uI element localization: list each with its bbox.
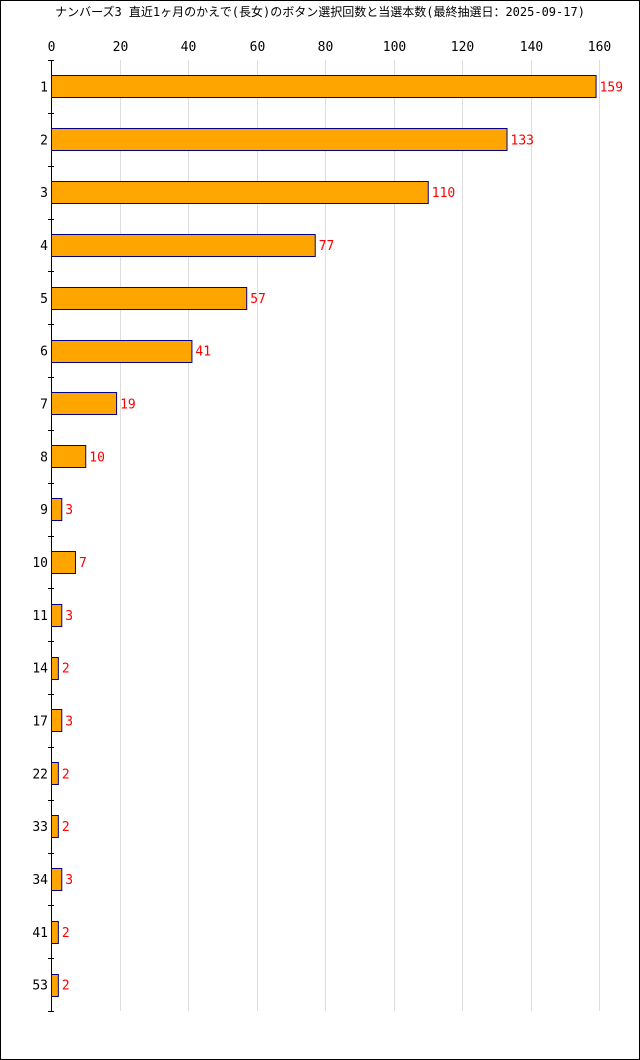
value-label: 19: [120, 397, 136, 412]
bar: [51, 340, 193, 363]
x-tick-label: 140: [520, 40, 543, 55]
x-tick-label: 60: [250, 40, 266, 55]
value-label: 41: [195, 345, 211, 360]
category-label: 7: [40, 397, 48, 412]
bar: [51, 921, 59, 944]
bar: [51, 498, 63, 521]
x-tick-label: 120: [451, 40, 474, 55]
value-label: 2: [62, 662, 70, 677]
bar: [51, 287, 248, 310]
category-label: 41: [32, 926, 48, 941]
x-tick-label: 0: [48, 40, 56, 55]
value-label: 2: [62, 926, 70, 941]
category-label: 5: [40, 292, 48, 307]
x-tick-label: 80: [318, 40, 334, 55]
bar: [51, 75, 597, 98]
category-label: 10: [32, 556, 48, 571]
category-label: 8: [40, 450, 48, 465]
category-label: 3: [40, 186, 48, 201]
category-label: 2: [40, 133, 48, 148]
bar: [51, 551, 76, 574]
bar: [51, 657, 59, 680]
category-label: 22: [32, 767, 48, 782]
bar: [51, 128, 508, 151]
x-tick-label: 40: [181, 40, 197, 55]
category-label: 34: [32, 873, 48, 888]
value-label: 3: [65, 609, 73, 624]
category-label: 4: [40, 239, 48, 254]
value-label: 133: [511, 133, 534, 148]
value-label: 3: [65, 503, 73, 518]
value-label: 57: [250, 292, 266, 307]
x-tick-label: 20: [113, 40, 129, 55]
bar: [51, 181, 429, 204]
x-tick-label: 100: [383, 40, 406, 55]
bar: [51, 974, 59, 997]
bar: [51, 445, 87, 468]
category-label: 33: [32, 820, 48, 835]
value-label: 77: [319, 239, 335, 254]
category-label: 53: [32, 979, 48, 994]
value-label: 2: [62, 979, 70, 994]
category-label: 14: [32, 662, 48, 677]
bar: [51, 762, 59, 785]
category-label: 6: [40, 345, 48, 360]
value-label: 3: [65, 714, 73, 729]
value-label: 7: [79, 556, 87, 571]
category-label: 17: [32, 714, 48, 729]
bar: [51, 604, 63, 627]
value-label: 10: [89, 450, 105, 465]
value-label: 159: [600, 80, 623, 95]
value-label: 110: [432, 186, 455, 201]
bar: [51, 392, 118, 415]
bar: [51, 709, 63, 732]
bar: [51, 868, 63, 891]
value-label: 3: [65, 873, 73, 888]
chart-title: ナンバーズ3 直近1ヶ月のかえで(長女)のボタン選択回数と当選本数(最終抽選日：…: [55, 5, 585, 19]
category-label: 9: [40, 503, 48, 518]
x-tick-label: 160: [588, 40, 611, 55]
value-label: 2: [62, 820, 70, 835]
category-label: 1: [40, 80, 48, 95]
bar: [51, 234, 316, 257]
bar: [51, 815, 59, 838]
category-label: 11: [32, 609, 48, 624]
value-label: 2: [62, 767, 70, 782]
